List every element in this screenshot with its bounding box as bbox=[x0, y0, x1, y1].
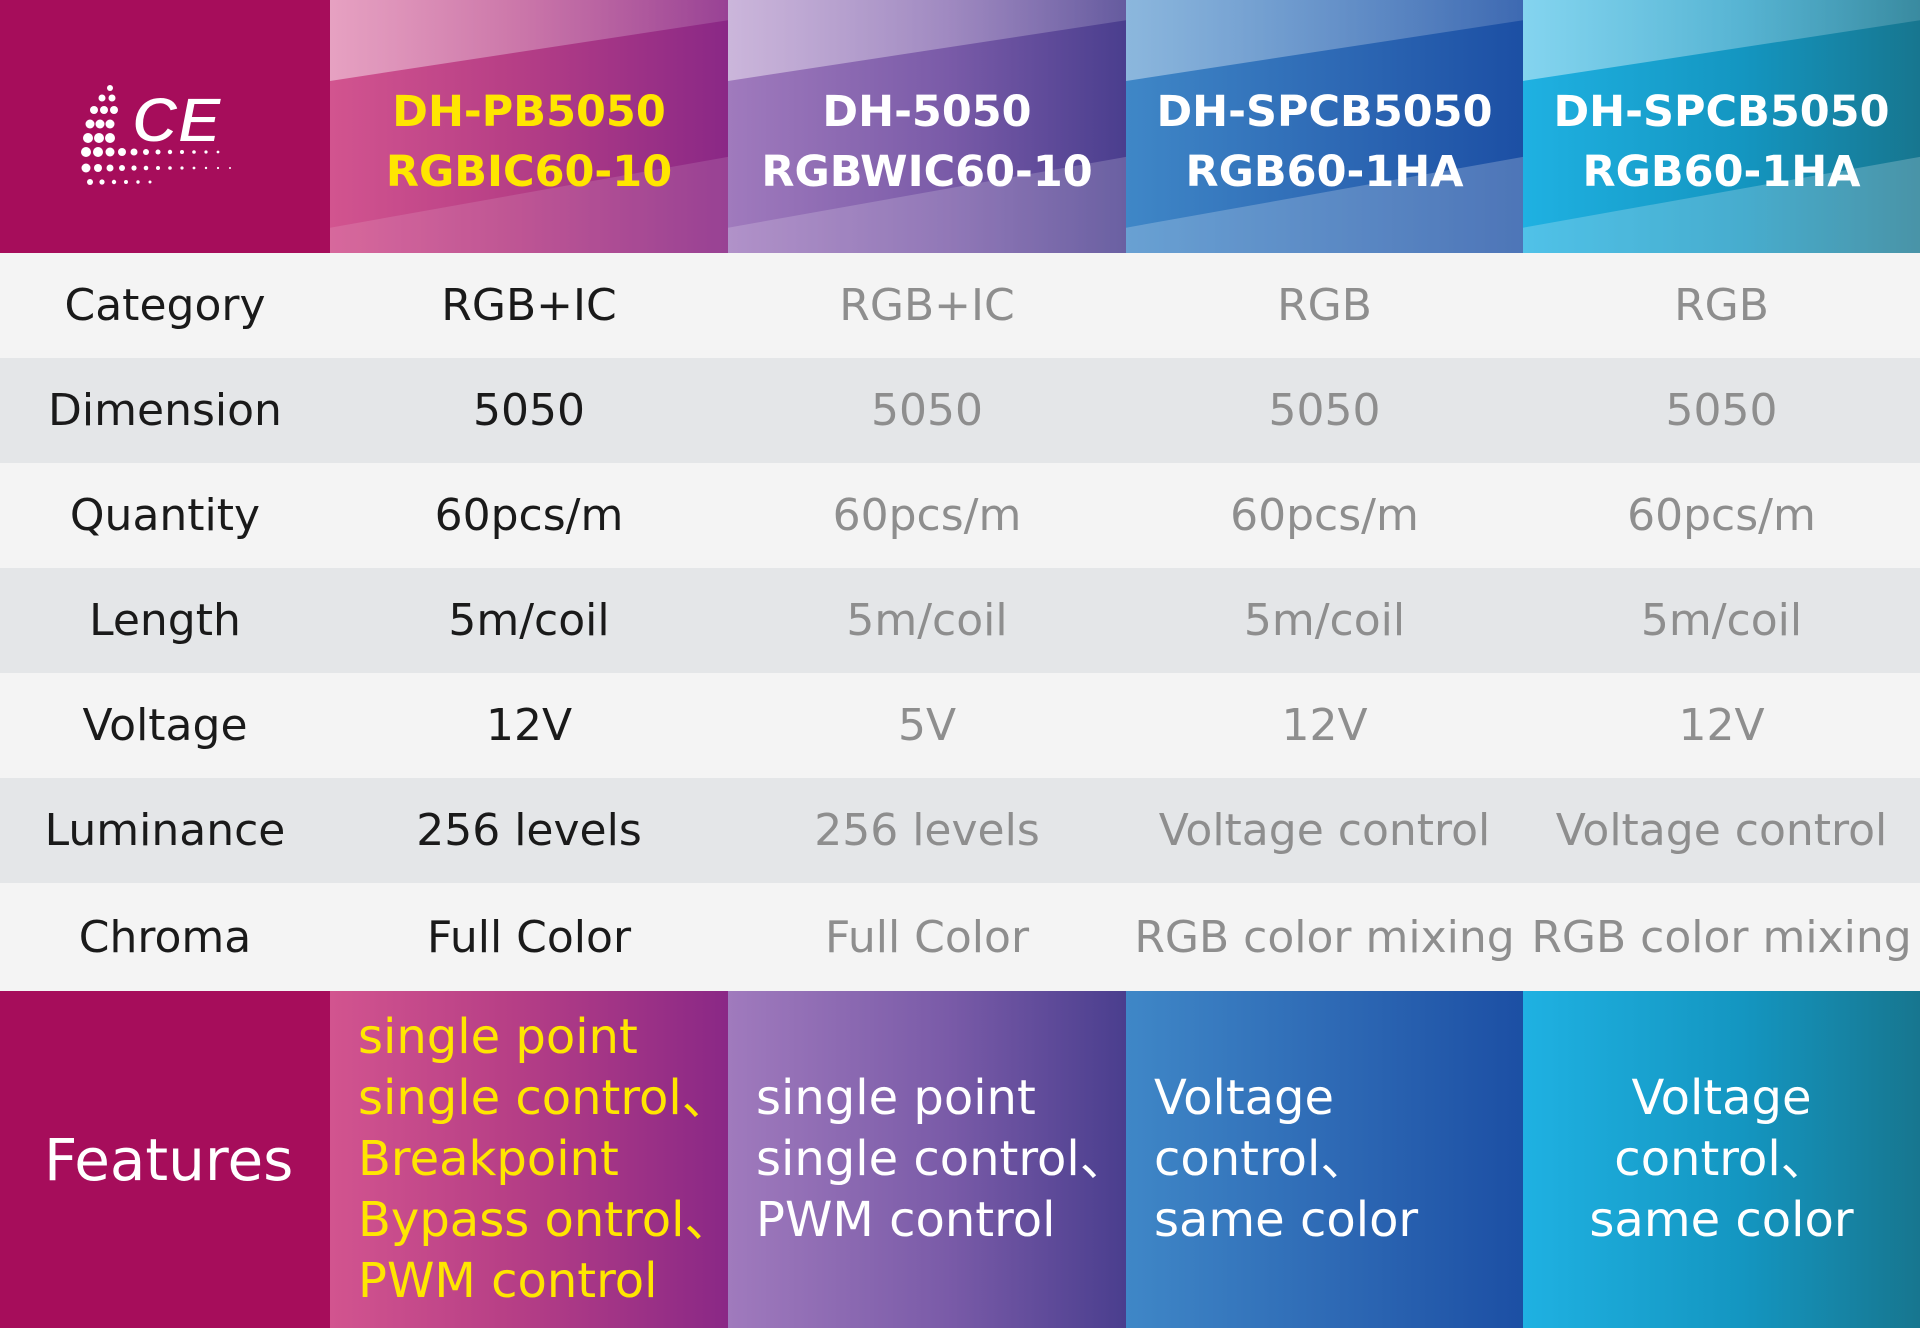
spec-value: 5m/coil bbox=[1243, 595, 1406, 646]
spec-value: 5050 bbox=[473, 385, 585, 436]
spec-row-category: Category RGB+IC RGB+IC RGB RGB bbox=[0, 253, 1920, 358]
spec-value: 60pcs/m bbox=[1230, 490, 1419, 541]
logo-cell: CE bbox=[0, 0, 330, 253]
spec-row-luminance: Luminance 256 levels 256 levels Voltage … bbox=[0, 778, 1920, 883]
spec-value: RGB+IC bbox=[441, 280, 617, 331]
feature-line: Breakpoint bbox=[358, 1131, 619, 1187]
spec-label: Length bbox=[89, 595, 241, 646]
product-model-line1: DH-5050 bbox=[822, 87, 1032, 137]
spec-value: RGB color mixing bbox=[1531, 911, 1912, 963]
feature-line: PWM control bbox=[358, 1253, 658, 1309]
feature-line: single point bbox=[756, 1070, 1036, 1126]
feature-line: Bypass ontrol、 bbox=[358, 1192, 728, 1248]
product-title: DH-SPCB5050 RGB60-1HA bbox=[1523, 82, 1920, 202]
features-text: single point single control、 PWM control bbox=[756, 991, 1126, 1328]
spec-value: 5m/coil bbox=[846, 595, 1008, 646]
spec-value: Full Color bbox=[824, 911, 1030, 963]
spec-row-dimension: Dimension 5050 5050 5050 5050 bbox=[0, 358, 1920, 463]
spec-value: 12V bbox=[1281, 700, 1368, 751]
product-model-line1: DH-PB5050 bbox=[392, 87, 666, 137]
feature-line: PWM control bbox=[756, 1192, 1056, 1248]
spec-label: Category bbox=[64, 280, 266, 331]
spec-value: Full Color bbox=[426, 911, 632, 963]
feature-line: single control、 bbox=[756, 1131, 1126, 1187]
product-model-line2: RGBWIC60-10 bbox=[761, 147, 1093, 197]
features-cell-3: Voltage control、 same color bbox=[1126, 991, 1523, 1328]
spec-value: RGB color mixing bbox=[1134, 911, 1515, 963]
product-model-line2: RGB60-1HA bbox=[1185, 147, 1464, 197]
spec-value: 60pcs/m bbox=[832, 490, 1022, 541]
features-text: Voltage control、 same color bbox=[1533, 991, 1910, 1328]
product-model-line1: DH-SPCB5050 bbox=[1553, 87, 1890, 137]
spec-value: 60pcs/m bbox=[434, 490, 624, 541]
spec-value: RGB+IC bbox=[839, 280, 1015, 331]
spec-label: Voltage bbox=[82, 700, 248, 751]
spec-value: Voltage control bbox=[1158, 805, 1491, 856]
features-text: Voltage control、 same color bbox=[1154, 991, 1513, 1328]
spec-value: 256 levels bbox=[814, 805, 1040, 856]
spec-row-chroma: Chroma Full Color Full Color RGB color m… bbox=[0, 883, 1920, 991]
spec-value: RGB bbox=[1277, 280, 1372, 331]
feature-line: same color bbox=[1589, 1192, 1854, 1248]
spec-value: 12V bbox=[485, 700, 573, 751]
spec-value: 60pcs/m bbox=[1627, 490, 1816, 541]
spec-value: 5050 bbox=[1665, 385, 1778, 436]
features-text: single point single control、 Breakpoint … bbox=[358, 991, 728, 1328]
spec-value: RGB bbox=[1674, 280, 1769, 331]
features-label-cell: Features bbox=[0, 991, 330, 1328]
feature-line: control、 bbox=[1154, 1131, 1369, 1187]
feature-line: control、 bbox=[1614, 1131, 1829, 1187]
features-cell-1: single point single control、 Breakpoint … bbox=[330, 991, 728, 1328]
spec-value: Voltage control bbox=[1555, 805, 1888, 856]
spec-row-voltage: Voltage 12V 5V 12V 12V bbox=[0, 673, 1920, 778]
feature-lines-group: Voltage control、 same color bbox=[1589, 1068, 1853, 1251]
features-label: Features bbox=[44, 1125, 294, 1194]
spec-row-quantity: Quantity 60pcs/m 60pcs/m 60pcs/m 60pcs/m bbox=[0, 463, 1920, 568]
product-header-3: DH-SPCB5050 RGB60-1HA bbox=[1126, 0, 1523, 253]
spec-label: Luminance bbox=[44, 805, 286, 856]
feature-line: single control、 bbox=[358, 1070, 728, 1126]
spec-value: 12V bbox=[1678, 700, 1765, 751]
ce-logo-icon: CE bbox=[81, 83, 231, 185]
spec-label: Dimension bbox=[48, 385, 282, 436]
product-header-1: DH-PB5050 RGBIC60-10 bbox=[330, 0, 728, 253]
features-cell-4: Voltage control、 same color bbox=[1523, 991, 1920, 1328]
spec-value: 5050 bbox=[871, 385, 983, 436]
spec-row-length: Length 5m/coil 5m/coil 5m/coil 5m/coil bbox=[0, 568, 1920, 673]
product-title: DH-SPCB5050 RGB60-1HA bbox=[1126, 82, 1523, 202]
product-title: DH-PB5050 RGBIC60-10 bbox=[330, 82, 728, 202]
spec-label: Chroma bbox=[78, 911, 252, 963]
features-cell-2: single point single control、 PWM control bbox=[728, 991, 1126, 1328]
product-title: DH-5050 RGBWIC60-10 bbox=[728, 82, 1126, 202]
spec-value: 5m/coil bbox=[448, 595, 610, 646]
feature-line: same color bbox=[1154, 1192, 1419, 1248]
product-model-line1: DH-SPCB5050 bbox=[1156, 87, 1493, 137]
spec-value: 5m/coil bbox=[1640, 595, 1803, 646]
feature-line: single point bbox=[358, 1009, 638, 1065]
spec-value: 256 levels bbox=[416, 805, 642, 856]
product-header-2: DH-5050 RGBWIC60-10 bbox=[728, 0, 1126, 253]
svg-text:CE: CE bbox=[132, 84, 223, 156]
product-model-line2: RGB60-1HA bbox=[1582, 147, 1861, 197]
spec-label: Quantity bbox=[69, 490, 261, 541]
product-header-4: DH-SPCB5050 RGB60-1HA bbox=[1523, 0, 1920, 253]
spec-value: 5050 bbox=[1268, 385, 1381, 436]
feature-line: Voltage bbox=[1154, 1070, 1335, 1126]
product-model-line2: RGBIC60-10 bbox=[385, 147, 673, 197]
feature-line: Voltage bbox=[1631, 1070, 1812, 1126]
spec-value: 5V bbox=[897, 700, 957, 751]
